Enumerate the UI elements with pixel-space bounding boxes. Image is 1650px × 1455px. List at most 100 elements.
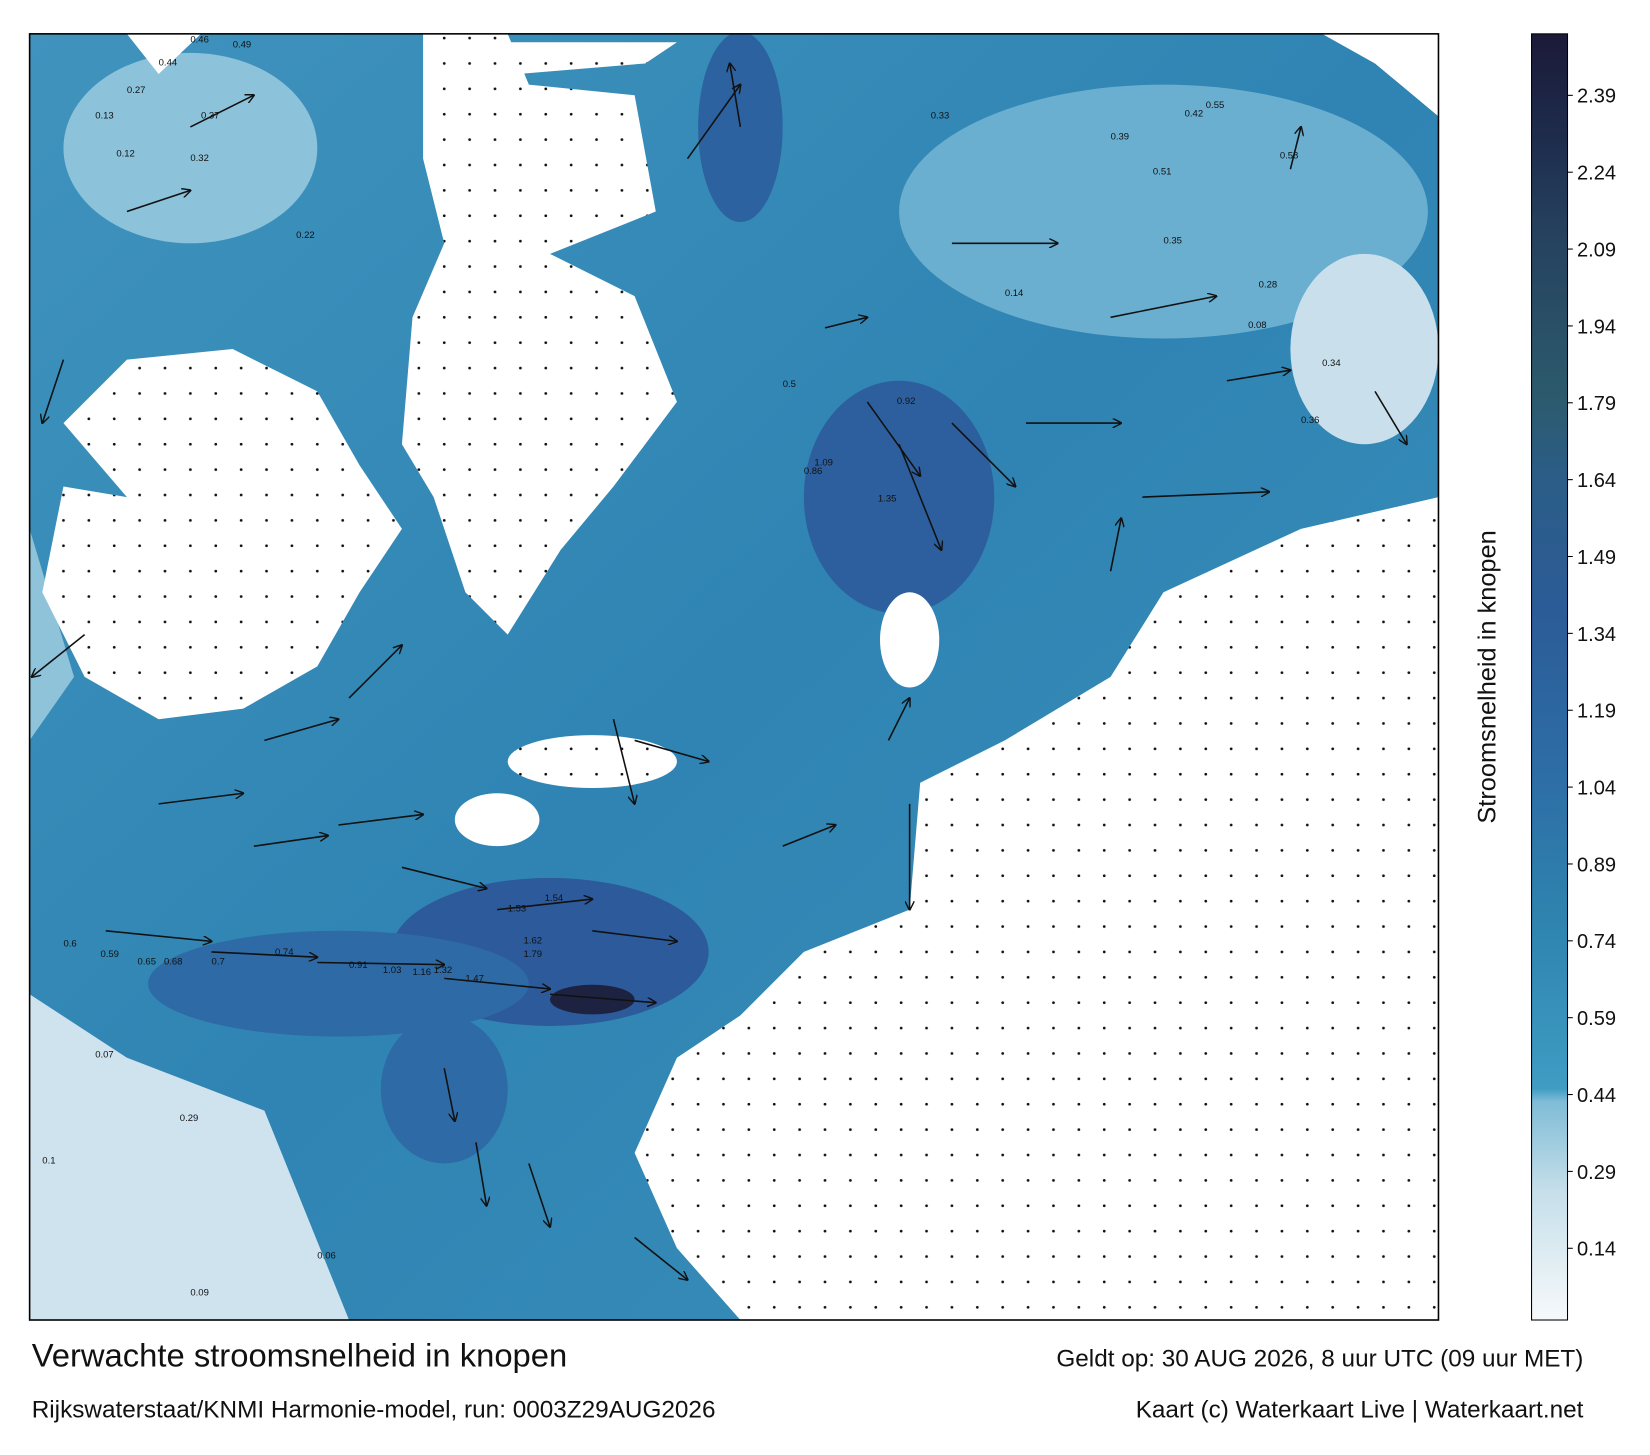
current-arrow	[1110, 296, 1217, 319]
speed-label: 0.86	[804, 466, 823, 477]
speed-label: 1.79	[524, 949, 543, 960]
land-area	[634, 497, 1439, 1321]
current-arrow	[1374, 390, 1407, 444]
speed-label: 0.7	[212, 957, 225, 968]
speed-label: 0.59	[100, 949, 119, 960]
current-arrow	[126, 190, 190, 213]
land-area	[126, 33, 201, 75]
colorbar-ticks: 0.14 0.29 0.44 0.59 0.74 0.89 1.04 1.19 1.34 1.49…	[1567, 86, 1616, 1261]
colorbar-tick-label: 1.19	[1577, 701, 1616, 723]
speed-label: 0.29	[180, 1113, 199, 1124]
land-area	[42, 349, 402, 720]
speed-label: 0.46	[190, 34, 209, 45]
deep-channel	[550, 984, 635, 1015]
deep-channel	[148, 930, 529, 1037]
speed-label: 0.32	[190, 153, 209, 164]
speed-label: 0.07	[95, 1050, 114, 1061]
valid-time: Geldt op: 30 AUG 2026, 8 uur UTC (09 uur…	[1056, 1346, 1583, 1373]
speed-label: 0.51	[1153, 167, 1171, 178]
current-arrow	[348, 645, 402, 699]
credit: Kaart (c) Waterkaart Live | Waterkaart.n…	[1136, 1396, 1584, 1423]
speed-label: 0.55	[1206, 100, 1224, 111]
current-arrow	[317, 963, 444, 965]
speed-label: 0.37	[201, 110, 220, 121]
speed-label: 0.13	[95, 110, 114, 121]
speed-label: 1.32	[434, 965, 453, 976]
map-frame	[28, 33, 1440, 1321]
current-arrow	[951, 422, 1015, 486]
current-arrow	[528, 1163, 550, 1226]
speed-label: 0.12	[116, 149, 134, 160]
current-arrow	[686, 85, 741, 160]
current-arrow	[549, 993, 656, 1002]
speed-label: 1.09	[814, 457, 833, 468]
speed-label: 0.92	[897, 396, 916, 407]
land-area	[1322, 33, 1439, 117]
shallow-area	[29, 528, 75, 741]
speed-label: 0.5	[783, 379, 796, 390]
speed-label: 0.42	[1185, 108, 1204, 119]
speed-label: 0.91	[349, 960, 368, 971]
speed-label: 0.14	[1005, 288, 1024, 299]
current-arrow	[866, 401, 920, 476]
speed-label: 0.58	[1280, 151, 1299, 162]
current-arrow	[1109, 518, 1122, 572]
land-area	[507, 42, 677, 75]
colorbar-tick-label: 1.94	[1577, 316, 1616, 338]
current-arrow	[338, 814, 423, 826]
current-arrow	[190, 95, 253, 128]
current-arrow	[32, 634, 86, 677]
colorbar-tick-label: 1.79	[1577, 393, 1616, 415]
speed-label: 1.53	[508, 904, 527, 915]
shallow-area	[1290, 253, 1439, 445]
current-arrow	[105, 929, 212, 942]
current-arrow	[730, 63, 742, 128]
speed-label: 0.22	[296, 230, 315, 241]
current-arrow	[42, 359, 65, 423]
deep-channel	[380, 1015, 508, 1164]
speed-label: 0.35	[1163, 235, 1181, 246]
land-area	[401, 33, 677, 635]
current-arrow	[497, 899, 592, 911]
colorbar-tick-label: 0.44	[1577, 1085, 1616, 1107]
land	[42, 33, 1439, 1321]
current-arrow	[401, 866, 487, 888]
current-arrow	[1289, 127, 1301, 170]
speed-label: 0.08	[1248, 320, 1266, 331]
speed-label: 1.47	[465, 974, 484, 985]
speed-label: 0.1	[42, 1155, 55, 1166]
speed-label: 0.44	[159, 58, 178, 69]
current-arrow	[782, 825, 836, 847]
shallow-area	[63, 52, 318, 244]
current-arrow	[592, 929, 677, 942]
colorbar-label: Stroomsnelheid in knopen	[1474, 530, 1502, 823]
speed-label: 0.33	[931, 110, 950, 121]
subtitle: Rijkswaterstaat/KNMI Harmonie-model, run…	[32, 1396, 716, 1423]
current-arrow	[634, 739, 709, 761]
colorbar-tick-label: 0.89	[1577, 854, 1616, 876]
current-arrows	[32, 63, 1407, 1279]
colorbar-tick-label: 0.59	[1577, 1008, 1616, 1030]
land-area	[454, 793, 540, 847]
speed-label: 1.62	[524, 935, 543, 946]
map: 0.46 0.49 0.44 0.27 0.13 0.32 0.12 0.37 0.22 0.6 0…	[29, 33, 1439, 1321]
speed-label: 0.74	[275, 947, 294, 958]
current-arrow	[898, 443, 941, 550]
current-arrow	[158, 793, 244, 805]
speed-label: 0.27	[127, 85, 146, 96]
colorbar-tick-label: 0.74	[1577, 931, 1616, 953]
colorbar-tick-label: 1.64	[1577, 470, 1616, 492]
colorbar-tick-label: 2.24	[1577, 163, 1616, 185]
current-arrow	[634, 1236, 688, 1280]
speed-label: 0.28	[1259, 280, 1277, 291]
current-arrow	[211, 951, 318, 957]
current-arrow	[253, 836, 328, 847]
speed-label: 0.06	[317, 1251, 336, 1262]
speed-label: 0.34	[1322, 358, 1341, 369]
deep-channel	[803, 380, 995, 614]
colorbar-tick-label: 2.09	[1577, 239, 1616, 261]
current-arrow	[824, 317, 867, 329]
current-arrow	[887, 698, 909, 741]
